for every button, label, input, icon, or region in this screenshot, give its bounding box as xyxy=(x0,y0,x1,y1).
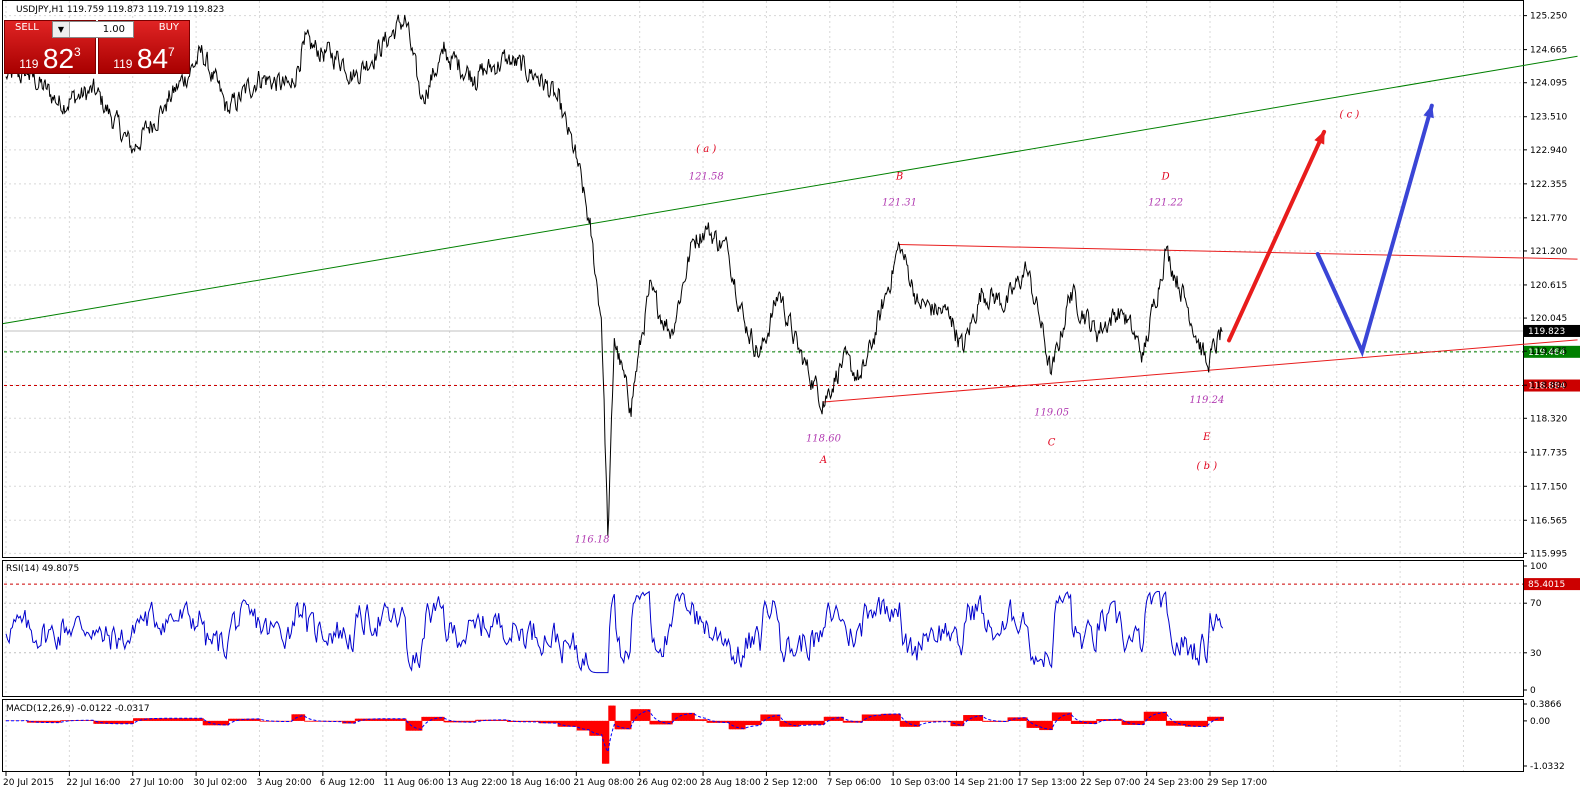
y-tick-label: 119.475 xyxy=(1530,347,1567,357)
y-tick-label: 118.890 xyxy=(1530,381,1567,391)
x-tick-label: 28 Aug 18:00 xyxy=(700,778,761,788)
annotation-price: 121.58 xyxy=(689,171,724,182)
annotation-price: 116.18 xyxy=(575,535,610,546)
symbol-header: USDJPY,H1 119.759 119.873 119.719 119.82… xyxy=(16,5,224,15)
x-tick-label: 17 Sep 13:00 xyxy=(1017,778,1077,788)
macd-y-tick-label: -1.0332 xyxy=(1530,762,1565,772)
annotation-price: 118.60 xyxy=(806,434,842,445)
rsi-title: RSI(14) 49.8075 xyxy=(6,564,79,574)
blue-forecast-arrow-head xyxy=(1423,104,1434,119)
annotation-wave: ( c ) xyxy=(1340,109,1360,120)
level-tag-label: 118.884 xyxy=(1528,382,1565,392)
level-tag xyxy=(1524,379,1580,392)
x-tick-label: 22 Jul 16:00 xyxy=(66,778,120,788)
y-tick-label: 118.320 xyxy=(1530,414,1567,424)
upper-triangle-line xyxy=(899,244,1578,260)
y-tick-label: 125.250 xyxy=(1530,12,1567,22)
y-tick-label: 117.735 xyxy=(1530,448,1567,458)
one-click-trading-panel: SELL 119 823 BUY 119 847 ▼ 1.00 xyxy=(4,20,190,74)
x-tick-label: 18 Aug 16:00 xyxy=(510,778,571,788)
x-tick-label: 6 Aug 12:00 xyxy=(320,778,375,788)
y-tick-label: 115.995 xyxy=(1530,549,1567,559)
level-tag xyxy=(1524,345,1580,358)
red-forecast-arrow-head xyxy=(1314,130,1325,145)
rsi-series xyxy=(5,590,1224,674)
annotation-price: 119.05 xyxy=(1034,407,1069,418)
y-tick-label: 117.150 xyxy=(1530,482,1567,492)
annotation-wave: C xyxy=(1048,438,1056,449)
y-tick-label: 123.510 xyxy=(1530,113,1567,123)
annotation-wave: ( a ) xyxy=(696,144,716,155)
macd-title: MACD(12,26,9) -0.0122 -0.0317 xyxy=(6,704,150,714)
x-tick-label: 3 Aug 20:00 xyxy=(256,778,311,788)
y-tick-label: 120.615 xyxy=(1530,281,1567,291)
annotation-price: 121.31 xyxy=(882,198,917,209)
rsi-y-tick-label: 70 xyxy=(1530,599,1542,609)
x-tick-label: 30 Jul 02:00 xyxy=(193,778,247,788)
x-tick-label: 27 Jul 10:00 xyxy=(130,778,184,788)
x-tick-label: 14 Sep 21:00 xyxy=(954,778,1014,788)
annotation-wave: A xyxy=(819,455,827,466)
y-tick-label: 122.940 xyxy=(1530,146,1567,156)
macd-signal-line xyxy=(6,710,1223,754)
y-tick-label: 121.770 xyxy=(1530,214,1567,224)
sell-label: SELL xyxy=(15,22,39,33)
x-tick-label: 7 Sep 06:00 xyxy=(827,778,882,788)
wave-annotations: ( a ) 121.58 B 121.31 D 121.22 ( c ) 118.60 A 119… xyxy=(575,109,1360,545)
x-tick-label: 11 Aug 06:00 xyxy=(383,778,444,788)
main-pane xyxy=(2,0,1524,558)
y-tick-label: 121.200 xyxy=(1530,247,1567,257)
price-axis: 125.250 124.665 124.095 123.510 122.940 122.3… xyxy=(1523,12,1567,772)
x-tick-label: 13 Aug 22:00 xyxy=(447,778,508,788)
lot-value: 1.00 xyxy=(102,24,125,35)
x-tick-label: 22 Sep 07:00 xyxy=(1080,778,1140,788)
time-axis: 20 Jul 2015 22 Jul 16:00 27 Jul 10:00 30 Ju… xyxy=(3,772,1267,788)
rsi-pane xyxy=(2,560,1524,697)
macd-y-tick-label: 0.3866 xyxy=(1530,700,1562,710)
rsi-level-tag-label: 85.4015 xyxy=(1528,580,1565,590)
level-tag-label: 119.464 xyxy=(1528,348,1565,358)
buy-button[interactable]: BUY 119 847 xyxy=(98,20,190,74)
y-tick-label: 122.355 xyxy=(1530,180,1567,190)
x-tick-label: 29 Sep 17:00 xyxy=(1207,778,1267,788)
lower-triangle-line xyxy=(823,339,1578,403)
annotation-wave: ( b ) xyxy=(1197,461,1218,472)
horizontal-levels: 119.823 119.464 118.884 85.4015 xyxy=(4,324,1580,591)
price-series xyxy=(5,14,1223,537)
rsi-y-tick-label: 30 xyxy=(1530,649,1542,659)
y-tick-label: 120.045 xyxy=(1530,314,1567,324)
y-tick-label: 116.565 xyxy=(1530,516,1567,526)
y-tick-label: 124.665 xyxy=(1530,46,1567,56)
y-tick-label: 124.095 xyxy=(1530,79,1567,89)
x-tick-label: 10 Sep 03:00 xyxy=(890,778,950,788)
x-tick-label: 24 Sep 23:00 xyxy=(1144,778,1204,788)
red-forecast-arrow xyxy=(1227,129,1327,343)
x-tick-label: 26 Aug 02:00 xyxy=(637,778,698,788)
buy-price: 119 847 xyxy=(113,43,175,74)
rsi-y-tick-label: 0 xyxy=(1530,686,1536,696)
x-tick-label: 2 Sep 12:00 xyxy=(763,778,818,788)
annotation-wave: E xyxy=(1202,432,1211,443)
level-tag-label: 119.823 xyxy=(1528,327,1565,337)
macd-y-tick-label: 0.00 xyxy=(1530,717,1550,727)
buy-label: BUY xyxy=(158,22,179,33)
rsi-level-tag xyxy=(1524,578,1580,591)
x-tick-label: 21 Aug 08:00 xyxy=(573,778,634,788)
lot-size-input[interactable]: ▼ 1.00 xyxy=(52,21,134,38)
green-trend-line xyxy=(2,55,1578,325)
sell-price: 119 823 xyxy=(19,43,81,74)
forecast-arrows xyxy=(1227,103,1434,358)
x-tick-label: 20 Jul 2015 xyxy=(3,778,54,788)
annotation-wave: B xyxy=(895,171,903,182)
annotation-wave: D xyxy=(1161,171,1170,182)
annotation-price: 119.24 xyxy=(1189,395,1224,406)
level-tag xyxy=(1524,324,1580,337)
annotation-price: 121.22 xyxy=(1148,198,1183,209)
chevron-down-icon[interactable]: ▼ xyxy=(53,22,70,37)
rsi-y-tick-label: 100 xyxy=(1530,562,1547,572)
blue-forecast-arrow xyxy=(1315,103,1434,358)
trend-lines xyxy=(2,55,1578,403)
macd-pane xyxy=(2,699,1524,772)
